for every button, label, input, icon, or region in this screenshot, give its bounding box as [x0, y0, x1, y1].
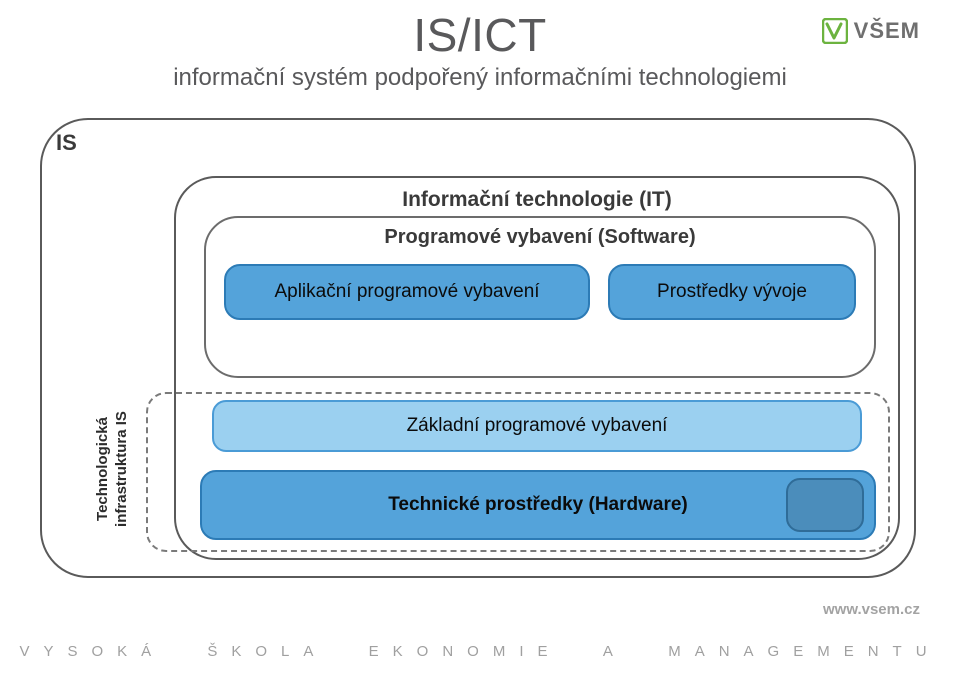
dev-tools-box: Prostředky vývoje	[608, 264, 856, 320]
page-subtitle: informační systém podpořený informačními…	[0, 64, 960, 92]
software-row: Aplikační programové vybavení Prostředky…	[224, 264, 858, 320]
it-label: Informační technologie (IT)	[176, 188, 898, 212]
app-software-box: Aplikační programové vybavení	[224, 264, 590, 320]
infra-vertical-label-line1: Technologická	[94, 417, 111, 521]
hardware-box: Technické prostředky (Hardware)	[200, 470, 876, 540]
brand-mark-icon	[822, 18, 848, 44]
site-url: www.vsem.cz	[823, 601, 920, 618]
infra-vertical-label-line2: infrastruktura IS	[113, 411, 130, 527]
slide: IS/ICT informační systém podpořený infor…	[0, 0, 960, 676]
is-label: IS	[56, 130, 77, 156]
brand-text: VŠEM	[854, 18, 920, 44]
footer-text: VYSOKÁ ŠKOLA EKONOMIE A MANAGEMENTU	[0, 643, 960, 660]
brand-logo: VŠEM	[822, 18, 920, 44]
infra-vertical-label: Technologická infrastruktura IS	[94, 394, 132, 544]
software-label: Programové vybavení (Software)	[206, 226, 874, 249]
base-software-box: Základní programové vybavení	[212, 400, 862, 452]
hardware-subbox	[786, 478, 864, 532]
page-title: IS/ICT	[0, 8, 960, 62]
